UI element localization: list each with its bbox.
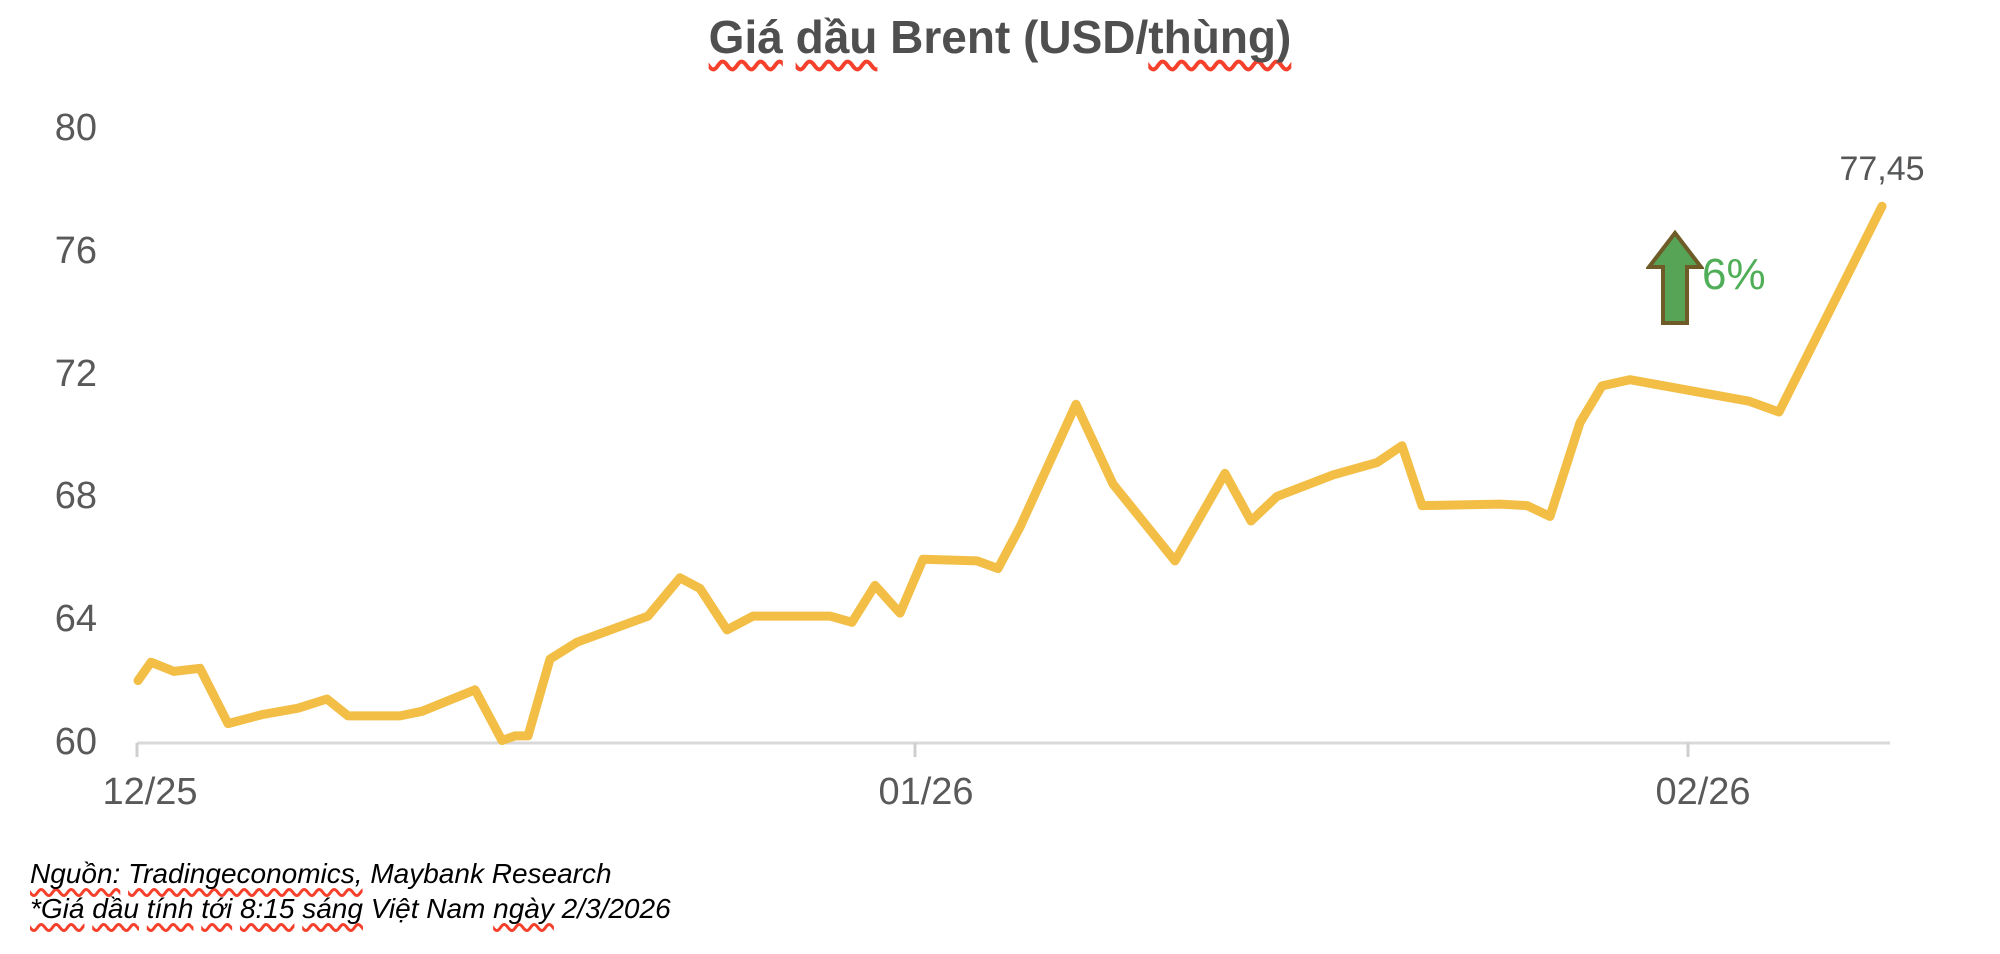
percent-change-label: 6% — [1702, 250, 1766, 299]
spellcheck-flagged-text: Nguồn: — [30, 858, 121, 889]
spellcheck-flagged-text: Giá — [708, 11, 783, 63]
source-line-2: *Giá dầu tính tới 8:15 sáng Việt Nam ngà… — [30, 891, 671, 926]
spellcheck-flagged-text: tới — [201, 893, 233, 924]
text-run — [120, 858, 128, 889]
source-line-1: Nguồn: Tradingeconomics, Maybank Researc… — [30, 856, 671, 891]
y-axis-label: 72 — [54, 352, 97, 395]
spellcheck-flagged-text: 8:15 — [239, 893, 295, 924]
text-run — [139, 893, 147, 924]
spellcheck-flagged-text: thùng) — [1148, 11, 1292, 63]
source-note: Nguồn: Tradingeconomics, Maybank Researc… — [30, 856, 671, 926]
y-axis-label: 60 — [54, 721, 97, 763]
spellcheck-flagged-text: sáng — [302, 893, 363, 924]
up-arrow-shape — [1646, 230, 1704, 325]
x-axis-label: 01/26 — [878, 771, 974, 813]
x-axis-label: 02/26 — [1655, 771, 1751, 813]
price-line — [133, 201, 1887, 745]
text-run: Việt Nam — [362, 893, 494, 924]
text-run: 2/3/2026 — [553, 893, 671, 924]
y-axis-label: 64 — [54, 598, 97, 641]
text-run: Maybank Research — [362, 858, 612, 889]
y-axis-label: 80 — [54, 107, 97, 149]
y-axis-label: 76 — [54, 229, 97, 272]
text-run: Brent (USD/ — [877, 11, 1149, 63]
chart-title: Giá dầu Brent (USD/thùng) — [0, 10, 2000, 64]
last-price-label: 77,45 — [1839, 150, 1925, 188]
spellcheck-flagged-text: Tradingeconomics, — [128, 858, 363, 889]
spellcheck-flagged-text: *Giá — [30, 893, 85, 924]
spellcheck-flagged-text: tính — [146, 893, 194, 924]
spellcheck-flagged-text: ngày — [493, 893, 554, 924]
text-run — [232, 893, 240, 924]
spellcheck-flagged-text: dầu — [795, 11, 878, 63]
spellcheck-flagged-text: dầu — [92, 893, 139, 924]
up-arrow-icon — [1646, 230, 1704, 325]
x-axis-label: 12/25 — [102, 771, 198, 813]
y-axis-label: 68 — [54, 475, 97, 518]
